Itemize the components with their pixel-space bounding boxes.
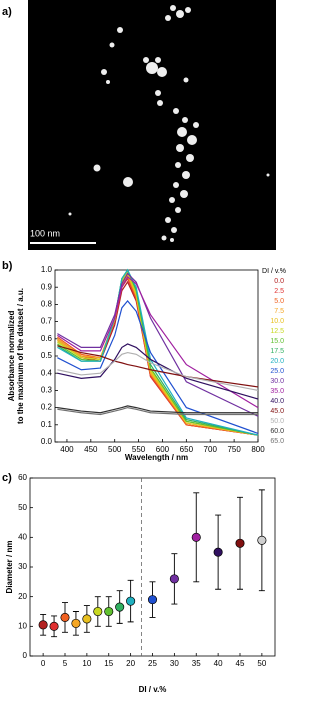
y-tick-label: 50 — [18, 503, 27, 512]
y-axis-label: to the maximum of the dataset / a.u. — [16, 288, 25, 424]
legend-title: DI / v.% — [262, 268, 286, 275]
data-point — [93, 606, 103, 617]
data-point — [213, 547, 223, 557]
legend-entry: 15.0 — [270, 338, 284, 345]
y-tick-label: 20 — [18, 592, 27, 601]
legend-entry: 0.0 — [274, 278, 284, 285]
x-tick-label: 750 — [227, 445, 241, 454]
x-axis-label: DI / v.% — [139, 685, 167, 694]
data-point — [147, 595, 158, 605]
x-tick-label: 450 — [84, 445, 98, 454]
panel-label: b) — [2, 260, 13, 272]
x-tick-label: 550 — [132, 445, 146, 454]
data-point — [169, 574, 179, 584]
x-tick-label: 45 — [236, 659, 245, 668]
x-tick-label: 650 — [180, 445, 194, 454]
spectrum-line — [57, 268, 259, 436]
x-tick-label: 10 — [82, 659, 91, 668]
legend-entry: 7.5 — [274, 308, 284, 315]
data-point — [49, 621, 59, 631]
x-axis-label: Wavelength / nm — [125, 453, 188, 462]
legend-entry: 5.0 — [274, 298, 284, 305]
data-point — [71, 618, 81, 628]
plot-frame — [29, 477, 276, 657]
x-tick-label: 40 — [214, 659, 223, 668]
spectrum-line — [57, 272, 259, 417]
data-point — [257, 535, 267, 545]
scale-bar-label: 100 nm — [30, 228, 60, 238]
y-tick-label: 0.1 — [41, 420, 53, 429]
legend-entry: 40.0 — [270, 398, 284, 405]
x-tick-label: 25 — [148, 659, 157, 668]
y-tick-label: 40 — [18, 532, 27, 541]
legend-entry: 60.0 — [270, 428, 284, 435]
x-tick-label: 700 — [204, 445, 218, 454]
y-tick-label: 60 — [18, 473, 27, 482]
panel-label: c) — [2, 472, 12, 484]
data-point — [126, 596, 136, 606]
spectrum-line — [57, 345, 259, 388]
y-tick-label: 30 — [18, 562, 27, 571]
x-tick-label: 15 — [104, 659, 113, 668]
spectrum-line — [57, 268, 259, 436]
legend-entry: 17.5 — [270, 348, 284, 355]
x-tick-label: 5 — [63, 659, 68, 668]
y-axis-label: Absorbance normalized — [7, 311, 16, 402]
legend-entry: 12.5 — [270, 328, 284, 335]
x-tick-label: 30 — [170, 659, 179, 668]
data-point — [235, 538, 245, 548]
legend-entry: 10.0 — [270, 318, 284, 325]
data-point — [82, 614, 92, 624]
legend-entry: 65.0 — [270, 438, 284, 445]
data-point — [104, 606, 114, 617]
legend-entry: 25.0 — [270, 368, 284, 375]
data-point — [191, 532, 201, 542]
y-tick-label: 0.0 — [41, 437, 53, 446]
x-tick-label: 400 — [60, 445, 74, 454]
spectrum-line — [57, 343, 259, 400]
x-tick-label: 50 — [257, 659, 266, 668]
data-point — [60, 612, 70, 622]
y-tick-label: 0 — [23, 651, 28, 660]
legend-entry: 45.0 — [270, 408, 284, 415]
y-tick-label: 0.6 — [41, 334, 53, 343]
y-tick-label: 0.4 — [41, 368, 53, 377]
figure: a) 100 nm b)400 450 500 550 600 650 700 750 8000… — [2, 0, 286, 694]
data-point — [38, 620, 48, 630]
legend-entry: 2.5 — [274, 288, 284, 295]
legend-entry: 20.0 — [270, 358, 284, 365]
spectrum-line — [57, 405, 258, 414]
x-tick-label: 35 — [192, 659, 201, 668]
legend-entry: 30.0 — [270, 378, 284, 385]
x-tick-label: 20 — [126, 659, 135, 668]
y-tick-label: 0.2 — [41, 403, 53, 412]
x-tick-label: 0 — [41, 659, 46, 668]
x-tick-label: 500 — [108, 445, 122, 454]
y-tick-label: 0.9 — [41, 282, 53, 291]
data-point — [115, 602, 125, 612]
spectrum-line — [57, 268, 259, 436]
micrograph — [28, 0, 276, 250]
y-axis-label: Diameter / nm — [5, 541, 14, 594]
legend-entry: 50.0 — [270, 418, 284, 425]
y-tick-label: 0.5 — [41, 351, 53, 360]
y-tick-label: 10 — [18, 621, 27, 630]
x-tick-label: 800 — [251, 445, 265, 454]
y-tick-label: 0.7 — [41, 317, 53, 326]
legend-entry: 35.0 — [270, 388, 284, 395]
y-tick-label: 0.8 — [41, 300, 53, 309]
panel-label: a) — [2, 6, 12, 18]
y-tick-label: 1.0 — [41, 265, 53, 274]
spectrum-line — [57, 406, 258, 416]
spectrum-line — [57, 300, 259, 434]
y-tick-label: 0.3 — [41, 386, 53, 395]
spectrum-line — [57, 351, 259, 391]
spectrum-line — [57, 275, 259, 409]
x-tick-label: 600 — [156, 445, 170, 454]
